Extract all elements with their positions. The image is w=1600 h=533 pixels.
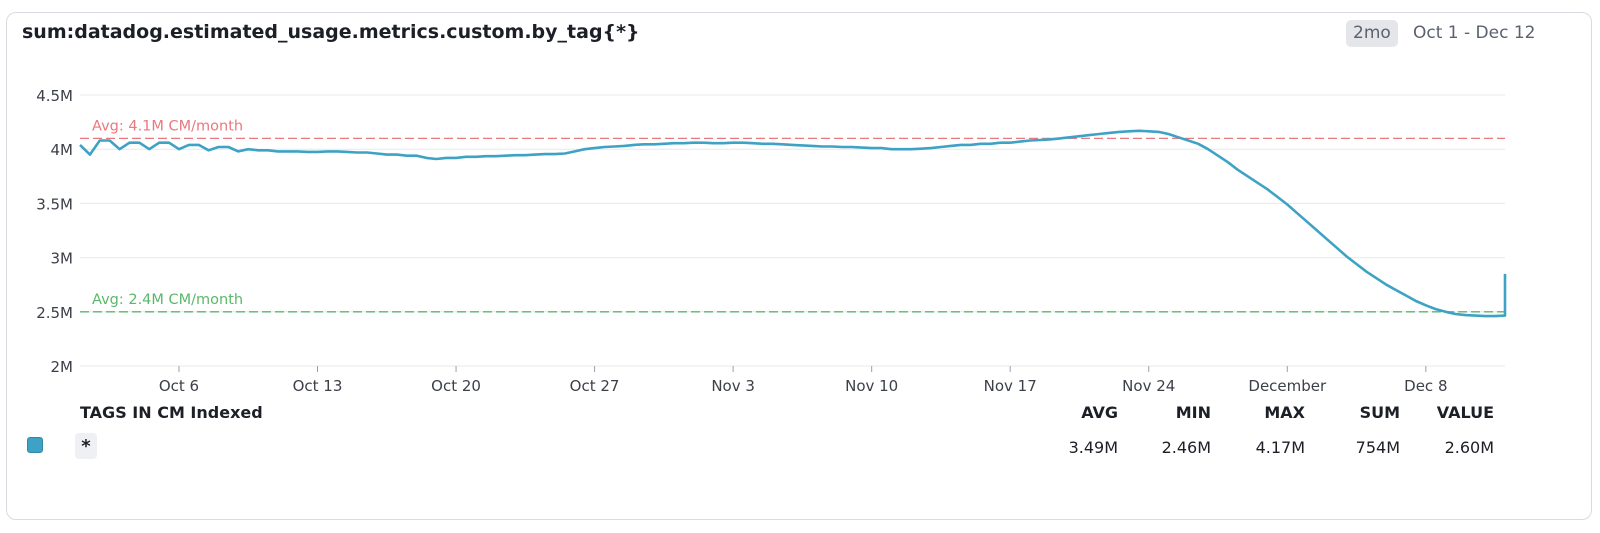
timeframe-range[interactable]: Oct 1 - Dec 12 [1413, 23, 1536, 43]
y-tick-label: 4M [51, 141, 74, 159]
legend-col-min[interactable]: MIN [1175, 403, 1211, 422]
legend-row-sum: 754M [1355, 438, 1400, 457]
x-tick-label: December [1248, 377, 1327, 395]
timeframe-badge[interactable]: 2mo [1346, 20, 1398, 47]
line-chart[interactable]: 2M 2.5M 3M 3.5M 4M 4.5M Oct 6 Oct 13 Oct 20 Oct 2… [0, 0, 1600, 400]
y-tick-label: 4.5M [36, 87, 73, 105]
x-tick-label: Nov 24 [1122, 377, 1175, 395]
x-tick-label: Nov 10 [845, 377, 898, 395]
legend-row-min: 2.46M [1161, 438, 1211, 457]
x-tick-label: Dec 8 [1404, 377, 1447, 395]
legend-col-max[interactable]: MAX [1264, 403, 1305, 422]
series-color-swatch[interactable] [27, 437, 43, 453]
y-tick-label: 3.5M [36, 195, 73, 213]
x-tick-label: Oct 27 [570, 377, 620, 395]
legend-row-avg: 3.49M [1068, 438, 1118, 457]
widget-title: sum:datadog.estimated_usage.metrics.cust… [22, 21, 640, 43]
legend-col-sum[interactable]: SUM [1359, 403, 1400, 422]
legend-tags-header: TAGS IN CM Indexed [80, 403, 263, 422]
legend-row-value: 2.60M [1444, 438, 1494, 457]
series-line [79, 129, 1507, 318]
y-tick-label: 2M [51, 358, 74, 376]
x-tick-label: Nov 17 [984, 377, 1037, 395]
x-tick-label: Oct 13 [293, 377, 343, 395]
legend-col-avg[interactable]: AVG [1081, 403, 1118, 422]
legend-row-tag[interactable]: * [75, 433, 97, 459]
avg-reference-label: Avg: 2.4M CM/month [92, 292, 243, 308]
y-tick-label: 3M [51, 250, 74, 268]
legend-col-value[interactable]: VALUE [1436, 403, 1494, 422]
timeseries-widget [6, 12, 1592, 520]
x-tick-label: Oct 6 [159, 377, 199, 395]
x-tick-label: Nov 3 [711, 377, 755, 395]
y-tick-label: 2.5M [36, 304, 73, 322]
x-tick-label: Oct 20 [431, 377, 481, 395]
legend-row-max: 4.17M [1255, 438, 1305, 457]
avg-reference-label: Avg: 4.1M CM/month [92, 118, 243, 134]
